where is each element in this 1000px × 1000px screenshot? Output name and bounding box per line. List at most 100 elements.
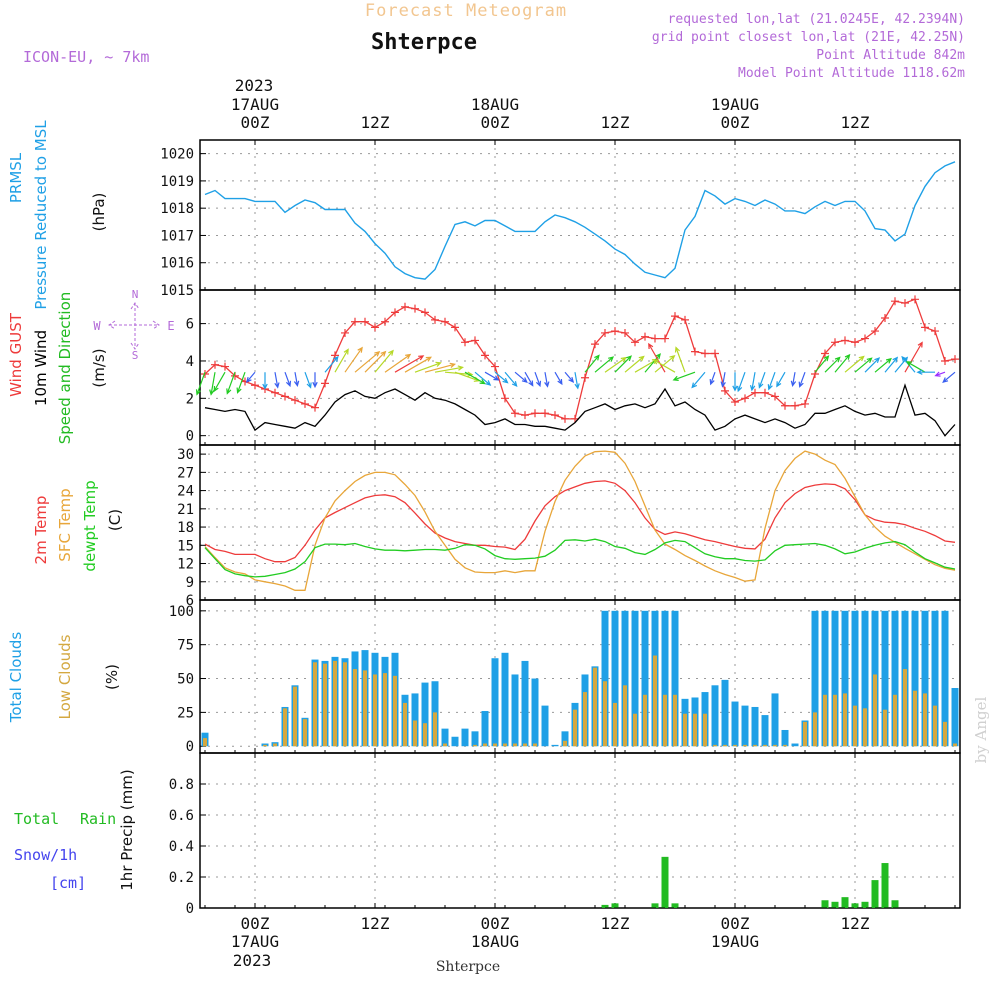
bar-low-clouds: [303, 719, 307, 747]
y-tick-label: 0: [186, 739, 194, 755]
bar-low-clouds: [593, 667, 597, 747]
wind-arrow: [354, 351, 381, 373]
y-tick-label: 0.8: [169, 777, 194, 793]
wind-arrow: [293, 372, 300, 387]
bar-low-clouds: [503, 743, 507, 747]
bar-total-clouds: [921, 610, 929, 747]
bar-low-clouds: [373, 674, 377, 747]
bar-total-clouds: [731, 701, 739, 747]
gust-marker: [791, 401, 799, 410]
gust-marker: [601, 328, 609, 337]
wind-arrow: [874, 357, 892, 373]
bar-low-clouds: [873, 674, 877, 747]
gust-marker: [401, 302, 409, 311]
bar-low-clouds: [723, 744, 727, 747]
wind-arrow: [524, 371, 534, 387]
gust-marker: [391, 308, 399, 317]
gust-marker: [641, 332, 649, 341]
bar-precip: [841, 897, 849, 908]
bottom-time-label: 12Z: [841, 914, 870, 933]
gust-marker: [741, 394, 749, 403]
bar-total-clouds: [541, 705, 549, 747]
gust-marker: [751, 388, 759, 397]
bar-low-clouds: [493, 743, 497, 747]
label-wind-gust: Wind GUST: [7, 312, 25, 397]
bar-total-clouds: [671, 610, 679, 747]
bar-low-clouds: [643, 694, 647, 747]
bar-total-clouds: [481, 711, 489, 747]
wind-arrow: [504, 371, 518, 388]
wind-arrow: [484, 371, 500, 381]
y-tick-label: 75: [177, 638, 194, 654]
panel-labels: PRMSL Pressure Reduced to MSL (hPa) Wind GU…: [7, 120, 136, 892]
gust-marker: [421, 308, 429, 317]
bottom-date-label: 17AUG: [231, 932, 279, 951]
panel-frame: [199, 289, 961, 446]
label-snow-unit: [cm]: [50, 874, 86, 892]
bar-total-clouds: [721, 679, 729, 747]
bar-low-clouds: [703, 713, 707, 747]
gust-marker: [821, 349, 829, 358]
bar-low-clouds: [563, 740, 567, 747]
wind-arrow: [474, 371, 492, 386]
bar-total-clouds: [741, 705, 749, 747]
gust-marker: [711, 349, 719, 358]
bar-low-clouds: [933, 705, 937, 747]
wind-arrow: [767, 371, 776, 391]
wind-arrow: [574, 372, 580, 390]
gust-marker: [901, 299, 909, 308]
top-time-label: 12Z: [361, 113, 390, 132]
bar-low-clouds: [523, 743, 527, 747]
bar-total-clouds: [411, 693, 419, 747]
y-tick-label: 24: [177, 484, 194, 500]
gust-marker: [381, 317, 389, 326]
model-altitude: Model Point Altitude 1118.62m: [738, 66, 965, 81]
bar-low-clouds: [393, 675, 397, 747]
bar-precip: [831, 901, 839, 908]
bar-total-clouds: [951, 688, 959, 747]
bar-total-clouds: [781, 729, 789, 747]
wind-arrow: [942, 371, 956, 384]
wind-arrow: [604, 356, 627, 373]
gust-marker: [811, 370, 819, 379]
bar-precip: [821, 900, 829, 908]
gust-marker: [221, 362, 229, 371]
bar-total-clouds: [441, 728, 449, 747]
wind-arrow: [236, 371, 246, 394]
gust-marker: [731, 398, 739, 407]
y-tick-label: 1020: [160, 147, 194, 163]
bar-low-clouds: [533, 743, 537, 747]
wind-arrow: [934, 371, 946, 377]
bar-low-clouds: [673, 694, 677, 747]
location-title: Shterpce: [371, 30, 477, 55]
y-tick-label: 1017: [160, 228, 194, 244]
wind-arrow: [534, 371, 542, 388]
bar-total-clouds: [521, 660, 529, 747]
wind-arrow: [213, 371, 226, 393]
bar-low-clouds: [623, 685, 627, 747]
top-year-label: 2023: [235, 76, 274, 95]
compass-east: E: [167, 319, 174, 333]
bar-total-clouds: [761, 715, 769, 747]
gust-marker: [341, 328, 349, 337]
gust-marker: [611, 327, 619, 336]
compass-horizontal-arrow: [108, 320, 160, 330]
bar-total-clouds: [881, 610, 889, 747]
bar-total-clouds: [711, 685, 719, 747]
bar-total-clouds: [421, 682, 429, 747]
gust-marker: [701, 349, 709, 358]
y-tick-label: 0: [186, 429, 194, 445]
bar-low-clouds: [343, 662, 347, 747]
compass-west: W: [93, 319, 101, 333]
gust-marker: [251, 381, 259, 390]
bar-total-clouds: [551, 744, 559, 747]
watermark: by Angel: [972, 696, 990, 763]
bar-total-clouds: [771, 693, 779, 747]
bar-low-clouds: [803, 721, 807, 747]
bottom-time-label: 12Z: [361, 914, 390, 933]
wind-arrow: [844, 355, 865, 373]
gust-marker: [211, 360, 219, 369]
wind-arrow: [324, 355, 339, 373]
wind-arrow: [916, 369, 935, 375]
